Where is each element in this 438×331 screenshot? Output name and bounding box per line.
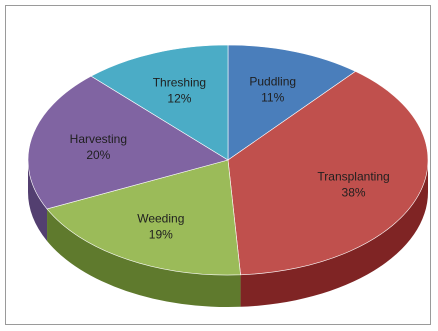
side-weeding [47,208,241,307]
label-weeding: Weeding 19% [137,211,184,241]
slice-transplanting [227,71,429,276]
slice-threshing [90,44,229,161]
side-harvesting [28,160,48,241]
label-transplanting: Transplanting 38% [317,169,389,199]
label-harvesting: Harvesting 20% [70,132,127,162]
slice-puddling [227,44,357,161]
slice-weeding [46,159,241,276]
pie-slices [27,44,429,276]
pie-labels: Puddling 11% Transplanting 38% Weeding 19% Har… [70,75,390,242]
label-threshing: Threshing 12% [153,75,206,105]
label-puddling: Puddling 11% [249,75,296,105]
slice-harvesting [27,75,229,210]
